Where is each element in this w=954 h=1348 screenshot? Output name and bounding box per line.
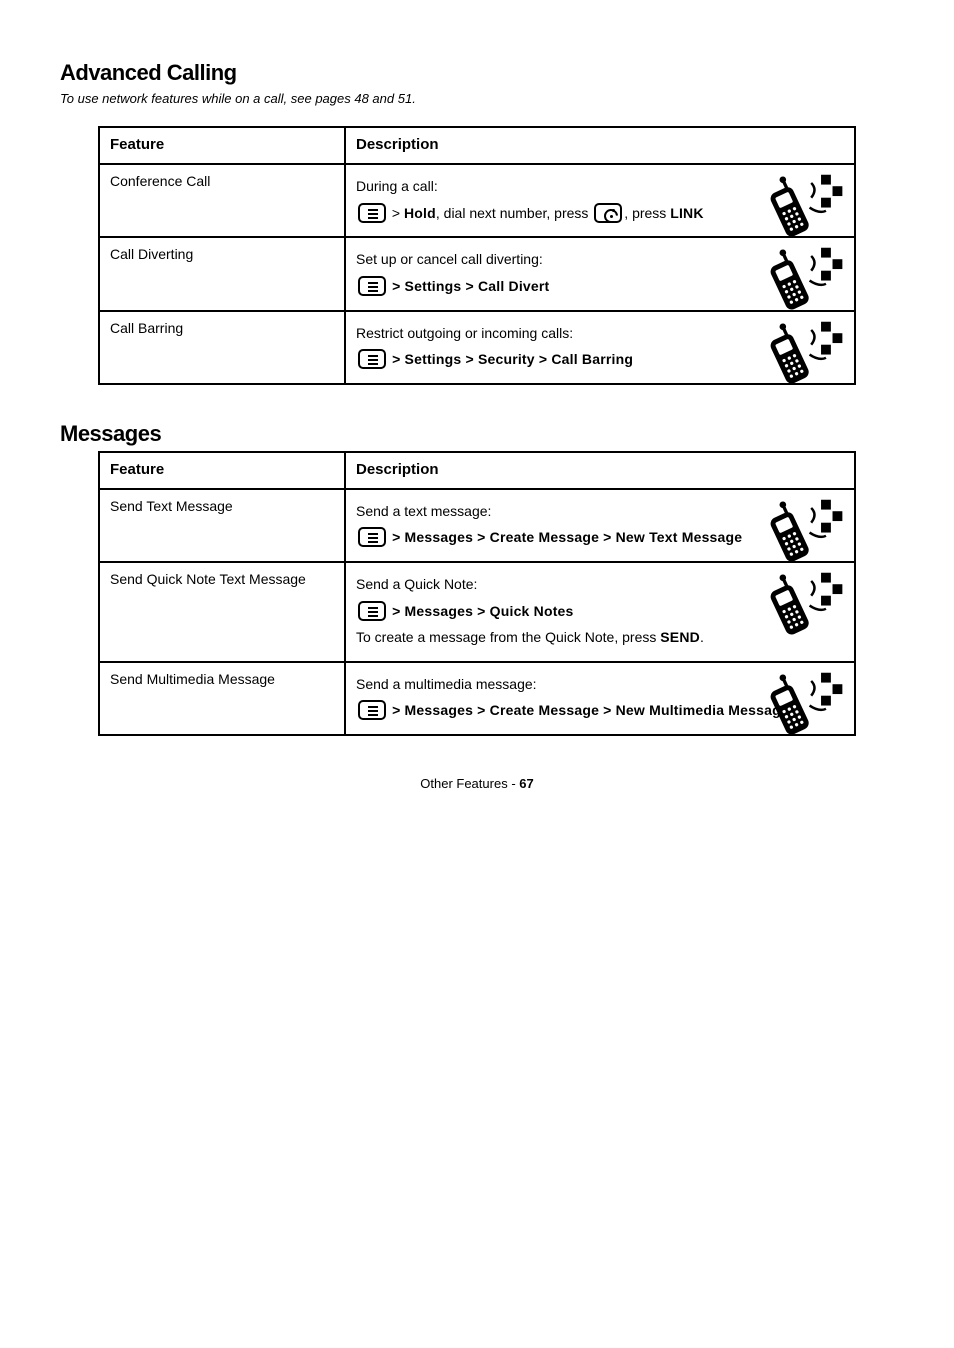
phone-network-icon (762, 571, 844, 645)
desc-text: Restrict outgoing or incoming calls: (356, 325, 573, 341)
feature-description: Send a text message: > Messages > Create… (345, 489, 855, 562)
path-segment: LINK (670, 205, 703, 221)
feature-description: Send a multimedia message: > Messages > … (345, 662, 855, 735)
feature-label: Conference Call (99, 164, 345, 237)
page-number: 67 (519, 776, 533, 791)
table-row: Send Text Message Send a text message: >… (99, 489, 855, 562)
footer-label: Other Features (420, 776, 507, 791)
table-row: Send Quick Note Text Message Send a Quic… (99, 562, 855, 662)
page-footer: Other Features - 67 (60, 776, 894, 791)
col-header-feature: Feature (99, 127, 345, 164)
desc-text: During a call: (356, 178, 438, 194)
feature-label: Send Quick Note Text Message (99, 562, 345, 662)
call-key-icon (594, 203, 622, 223)
section-subtitle-advanced-calling: To use network features while on a call,… (60, 90, 800, 108)
feature-label: Send Text Message (99, 489, 345, 562)
desc-text: Send a multimedia message: (356, 676, 537, 692)
menu-key-icon (358, 700, 386, 720)
menu-key-icon (358, 203, 386, 223)
menu-key-icon (358, 276, 386, 296)
path-segment: > Messages > Create Message > New Multim… (388, 702, 789, 718)
menu-key-icon (358, 527, 386, 547)
path-segment: > Messages > Quick Notes (388, 603, 574, 619)
path-segment: SEND (660, 629, 700, 645)
table-messages: Feature Description Send Text Message Se… (98, 451, 856, 736)
path-segment: > Settings > Security > Call Barring (388, 351, 633, 367)
section-title-messages: Messages (60, 421, 894, 447)
feature-description: Send a Quick Note: > Messages > Quick No… (345, 562, 855, 662)
feature-description: Restrict outgoing or incoming calls: > S… (345, 311, 855, 384)
desc-text: Send a Quick Note: (356, 576, 477, 592)
phone-network-icon (762, 671, 844, 745)
menu-key-icon (358, 349, 386, 369)
desc-text: Send a text message: (356, 503, 491, 519)
path-segment: > Messages > Create Message > New Text M… (388, 529, 742, 545)
phone-network-icon (762, 498, 844, 572)
feature-description: During a call: > Hold, dial next number,… (345, 164, 855, 237)
menu-key-icon (358, 601, 386, 621)
page-content: Advanced Calling To use network features… (0, 0, 954, 831)
desc-text: , press (624, 205, 670, 221)
feature-label: Send Multimedia Message (99, 662, 345, 735)
phone-network-icon (762, 320, 844, 394)
col-header-description: Description (345, 452, 855, 489)
table-row: Call Barring Restrict outgoing or incomi… (99, 311, 855, 384)
table-row: Send Multimedia Message Send a multimedi… (99, 662, 855, 735)
desc-text: Set up or cancel call diverting: (356, 251, 543, 267)
section-title-advanced-calling: Advanced Calling (60, 60, 894, 86)
path-segment: Hold (404, 205, 436, 221)
desc-text: To create a message from the Quick Note,… (356, 629, 660, 645)
phone-network-icon (762, 173, 844, 247)
feature-label: Call Barring (99, 311, 345, 384)
table-advanced-calling: Feature Description Conference Call Duri… (98, 126, 856, 385)
col-header-feature: Feature (99, 452, 345, 489)
phone-network-icon (762, 246, 844, 320)
desc-text: , dial next number, press (436, 205, 592, 221)
col-header-description: Description (345, 127, 855, 164)
feature-description: Set up or cancel call diverting: > Setti… (345, 237, 855, 310)
table-row: Conference Call During a call: > Hold, d… (99, 164, 855, 237)
table-row: Call Diverting Set up or cancel call div… (99, 237, 855, 310)
path-segment: > Settings > Call Divert (388, 278, 549, 294)
feature-label: Call Diverting (99, 237, 345, 310)
